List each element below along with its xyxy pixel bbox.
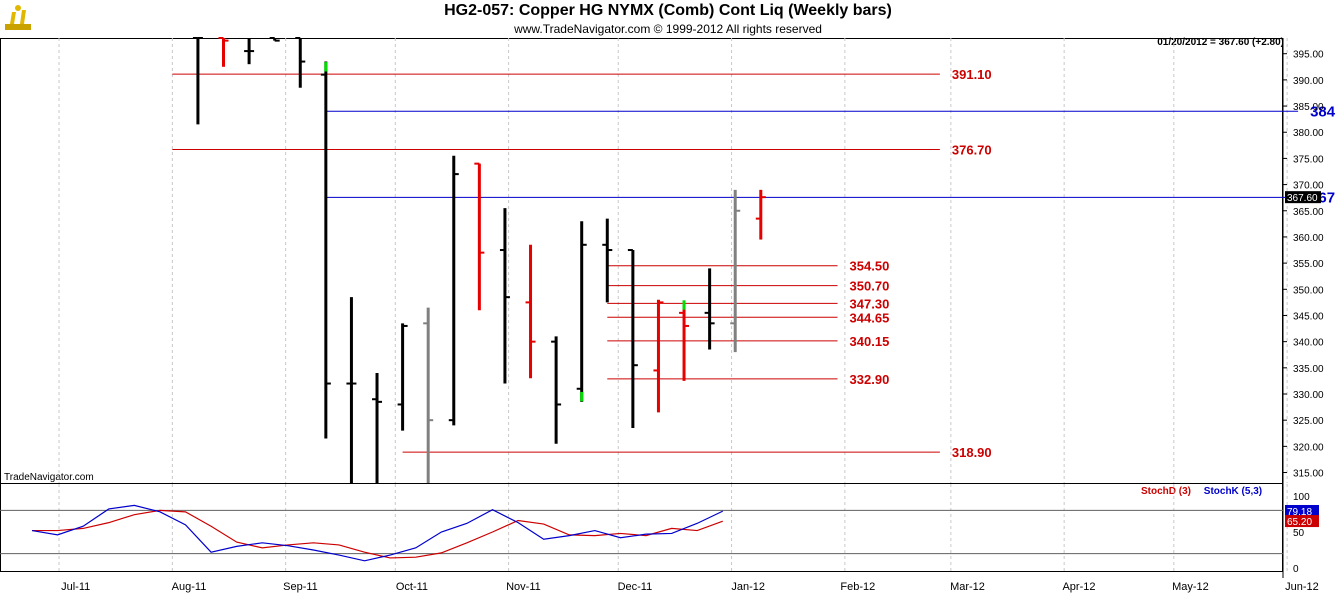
plot-frame xyxy=(0,38,1284,578)
y-tick-label: 370.00 xyxy=(1293,181,1324,192)
level-label: 332.90 xyxy=(850,372,890,387)
trade-navigator-logo-icon xyxy=(5,5,31,30)
horizontal-levels: 391.10384.00376.70367.55354.50350.70347.… xyxy=(172,67,1336,460)
x-tick-label: Jan-12 xyxy=(731,581,765,593)
legend-stoch-d: StochD (3) xyxy=(1141,486,1191,497)
gridlines xyxy=(58,38,1288,572)
x-tick-label: Dec-11 xyxy=(618,581,653,593)
x-tick-label: Jul-11 xyxy=(61,581,90,593)
y-tick-label: 320.00 xyxy=(1293,442,1324,453)
y-tick-label: 325.00 xyxy=(1293,416,1324,427)
level-label: 318.90 xyxy=(952,445,992,460)
stoch-d-last-label: 65.20 xyxy=(1287,517,1312,528)
price-bars xyxy=(192,37,766,483)
watermark-text: TradeNavigator.com xyxy=(4,472,94,483)
y-tick-label: 330.00 xyxy=(1293,390,1324,401)
level-label: 344.65 xyxy=(850,310,890,325)
y-tick-label: 380.00 xyxy=(1293,128,1324,139)
x-tick-label: Aug-11 xyxy=(172,581,207,593)
price-panel-border xyxy=(0,38,1283,484)
last-price-readout: 01/20/2012 = 367.60 (+2.80) xyxy=(1157,37,1284,48)
chart-header: HG2-057: Copper HG NYMX (Comb) Cont Liq … xyxy=(0,0,1336,38)
stoch-series-line xyxy=(31,504,724,562)
level-label: 376.70 xyxy=(952,143,992,158)
last-price-marker xyxy=(1285,191,1321,204)
stoch-y-tick-label: 100 xyxy=(1293,492,1310,503)
x-tick-label: Sep-11 xyxy=(283,581,318,593)
y-tick-label: 390.00 xyxy=(1293,76,1324,87)
price-axis: 315.00 320.00 325.00 330.00 335.00 340.00 345.… xyxy=(1283,50,1324,480)
copyright-notice: www.TradeNavigator.com © 1999-2012 All r… xyxy=(514,22,822,36)
x-tick-label: Oct-11 xyxy=(396,581,428,593)
x-tick-label: Mar-12 xyxy=(950,581,985,593)
chart-title: HG2-057: Copper HG NYMX (Comb) Cont Liq … xyxy=(444,2,892,19)
stoch-y-tick-label: 0 xyxy=(1293,564,1299,575)
legend-stoch-k: StochK (5,3) xyxy=(1203,486,1263,497)
level-label: 347.30 xyxy=(850,296,890,311)
x-tick-label: Nov-11 xyxy=(506,581,541,593)
x-tick-label: Apr-12 xyxy=(1062,581,1095,593)
y-tick-label: 345.00 xyxy=(1293,311,1324,322)
y-tick-label: 340.00 xyxy=(1293,338,1324,349)
stoch-series-line xyxy=(32,509,724,559)
y-tick-label: 315.00 xyxy=(1293,469,1324,480)
y-tick-label: 375.00 xyxy=(1293,154,1324,165)
level-label: 350.70 xyxy=(850,279,890,294)
stoch-panel-border xyxy=(0,483,1283,572)
x-tick-label: Feb-12 xyxy=(840,581,875,593)
x-tick-label: Jun-12 xyxy=(1285,581,1319,593)
y-tick-label: 360.00 xyxy=(1293,233,1324,244)
stoch-k-marker xyxy=(1285,504,1319,517)
y-tick-label: 350.00 xyxy=(1293,285,1324,296)
y-tick-label: 395.00 xyxy=(1293,50,1324,61)
stoch-k-last-label: 79.18 xyxy=(1287,507,1312,518)
level-label: 354.50 xyxy=(850,259,890,274)
level-label: 384.00 xyxy=(1310,103,1336,120)
date-axis: Jul-11 Aug-11 Sep-11 Oct-11 Nov-11 Dec-11 Jan-… xyxy=(61,581,1319,593)
stoch-d-marker xyxy=(1285,515,1319,528)
last-price-label: 367.60 xyxy=(1287,193,1318,204)
level-label: 391.10 xyxy=(952,67,992,82)
stoch-y-tick-label: 50 xyxy=(1293,528,1305,539)
x-tick-label: May-12 xyxy=(1172,581,1209,593)
stochastic-legend: StochD (3) StochK (5,3) xyxy=(1141,486,1262,497)
y-tick-label: 385.00 xyxy=(1293,102,1324,113)
y-tick-label: 365.00 xyxy=(1293,207,1324,218)
level-label: 340.15 xyxy=(850,334,890,349)
y-tick-label: 355.00 xyxy=(1293,259,1324,270)
y-tick-label: 335.00 xyxy=(1293,364,1324,375)
